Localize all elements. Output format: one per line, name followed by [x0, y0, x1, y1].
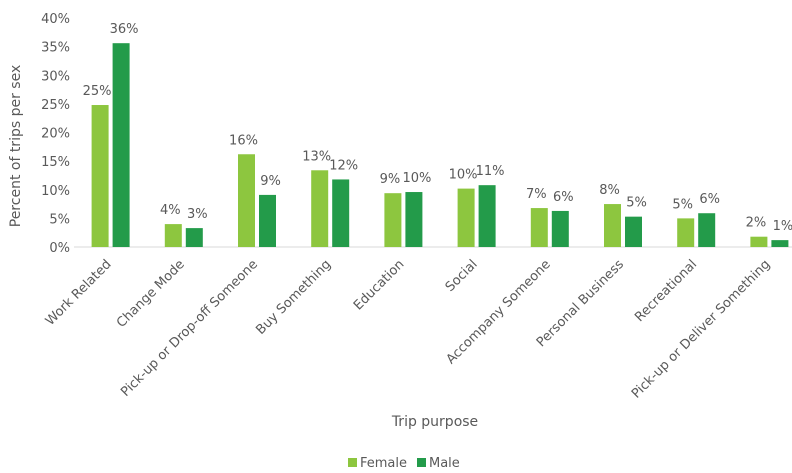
x-tick-label: Change Mode: [114, 257, 188, 331]
bar-male: [478, 185, 496, 247]
bar-female: [604, 204, 621, 247]
x-tick-label: Work Related: [43, 257, 115, 329]
data-label: 12%: [329, 158, 358, 173]
bar-male: [259, 194, 276, 247]
data-label: 9%: [380, 172, 401, 187]
data-label: 36%: [110, 22, 139, 37]
data-labels: 25%36%4% 3%16%9%13%12%9% 10% 10%11%7% 6% 8%5%…: [83, 22, 792, 234]
bar-male: [185, 228, 203, 247]
bar-male: [551, 210, 569, 247]
y-tick-label: 25%: [41, 98, 70, 113]
y-axis-ticks: 0% 5% 10% 15% 20% 25% 30% 35% 40%: [41, 12, 70, 256]
data-label: 5%: [672, 197, 693, 212]
bar-female: [530, 208, 548, 247]
bar-female: [91, 105, 109, 248]
y-tick-label: 35%: [41, 41, 70, 56]
data-label: 10%: [402, 171, 431, 186]
bar-female: [311, 170, 329, 247]
bar-male: [405, 192, 423, 247]
data-label: 9%: [260, 174, 281, 189]
x-axis-title: Trip purpose: [391, 414, 478, 430]
data-label: 16%: [229, 133, 258, 148]
y-tick-label: 5%: [49, 212, 70, 227]
x-tick-label: Buy Something: [253, 257, 334, 338]
data-label: 6%: [699, 192, 720, 207]
x-tick-label: Education: [351, 257, 407, 313]
bar-female: [457, 188, 475, 247]
bars: [91, 43, 789, 248]
data-label: 8%: [599, 183, 620, 198]
data-label: 3%: [187, 207, 208, 222]
bar-female: [238, 154, 255, 247]
bar-female: [384, 193, 402, 247]
y-tick-label: 10%: [41, 184, 70, 199]
bar-male: [112, 43, 130, 247]
data-label: 7%: [526, 187, 547, 202]
bar-male: [332, 179, 350, 247]
data-label: 1%: [773, 219, 792, 234]
bar-female: [164, 224, 182, 247]
data-label: 13%: [302, 149, 331, 164]
x-tick-label: Recreational: [632, 257, 700, 325]
x-tick-label: Pick-up or Drop-off Someone: [118, 257, 261, 400]
data-label: 4%: [160, 203, 181, 218]
bar-male: [771, 240, 789, 247]
y-tick-label: 40%: [41, 12, 70, 27]
bar-female: [750, 236, 768, 247]
y-tick-label: 30%: [41, 69, 70, 84]
x-tick-label: Pick-up or Deliver Something: [629, 257, 773, 401]
data-label: 10%: [449, 168, 478, 183]
bar-female: [677, 218, 695, 247]
y-axis-title: Percent of trips per sex: [8, 65, 24, 228]
data-label: 5%: [626, 196, 647, 211]
data-label: 2%: [746, 216, 767, 231]
legend-label-female: Female: [360, 456, 407, 471]
legend: Female Male: [348, 456, 460, 471]
y-tick-label: 15%: [41, 155, 70, 170]
x-tick-label: Social: [443, 257, 481, 295]
legend-swatch-female: [348, 458, 357, 467]
y-tick-label: 0%: [49, 241, 70, 256]
legend-label-male: Male: [429, 456, 460, 471]
data-label: 11%: [476, 164, 505, 179]
legend-swatch-male: [417, 458, 426, 467]
data-label: 6%: [553, 190, 574, 205]
bar-male: [625, 216, 642, 247]
bar-male: [698, 213, 716, 247]
data-label: 25%: [83, 84, 112, 99]
y-tick-label: 20%: [41, 127, 70, 142]
